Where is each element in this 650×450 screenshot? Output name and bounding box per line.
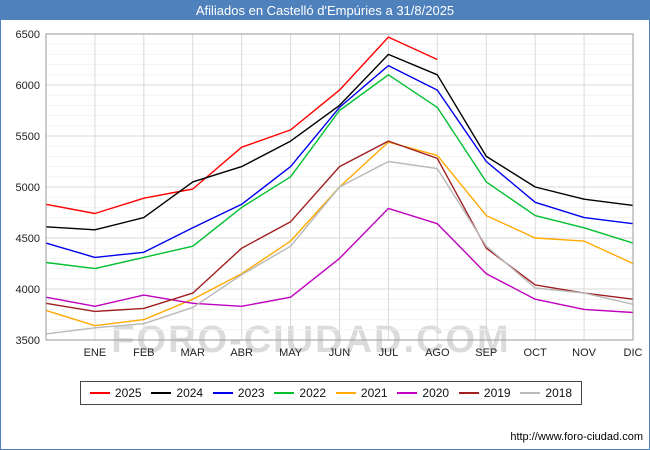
legend-label-2025: 2025 [114, 386, 142, 400]
svg-text:MAY: MAY [279, 347, 303, 359]
svg-text:5000: 5000 [16, 182, 40, 194]
legend-item-2020: 2020 [397, 386, 449, 400]
legend-item-2023: 2023 [212, 386, 265, 400]
title-bar: Afiliados en Castelló d'Empúries a 31/8/… [1, 1, 649, 20]
legend: 2025 2024 2023 2022 2021 2020 2019 2018 [80, 381, 582, 405]
legend-item-2022: 2022 [274, 386, 326, 400]
svg-text:ENE: ENE [84, 347, 107, 359]
svg-text:5500: 5500 [16, 131, 40, 143]
legend-item-2018: 2018 [520, 386, 572, 400]
svg-text:4500: 4500 [16, 233, 40, 245]
legend-item-2025: 2025 [89, 386, 142, 400]
legend-line-2025 [89, 392, 110, 394]
svg-text:AGO: AGO [425, 347, 450, 359]
svg-text:MAR: MAR [181, 347, 206, 359]
chart-area: 3500 4000 4500 5000 5500 6000 6500 ENE FEB MAR ABR… [1, 20, 649, 376]
svg-text:DIC: DIC [624, 347, 643, 359]
footer-link[interactable]: http://www.foro-ciudad.com [510, 431, 643, 443]
svg-text:SEP: SEP [475, 347, 497, 359]
legend-line-2021 [335, 392, 356, 394]
footer: http://www.foro-ciudad.com [510, 431, 643, 443]
legend-label-2022: 2022 [299, 386, 327, 400]
legend-item-2019: 2019 [458, 386, 511, 400]
svg-text:FEB: FEB [133, 347, 154, 359]
legend-label-2018: 2018 [545, 386, 573, 400]
svg-text:ABR: ABR [230, 347, 253, 359]
legend-label-2021: 2021 [360, 386, 388, 400]
legend-line-2020 [397, 392, 418, 394]
svg-text:3500: 3500 [16, 335, 40, 347]
svg-text:OCT: OCT [524, 347, 548, 359]
line-chart: 3500 4000 4500 5000 5500 6000 6500 ENE FEB MAR ABR… [16, 29, 643, 359]
svg-text:6000: 6000 [16, 80, 40, 92]
legend-label-2019: 2019 [483, 386, 511, 400]
legend-line-2024 [151, 392, 172, 394]
svg-text:NOV: NOV [572, 347, 597, 359]
svg-text:6500: 6500 [16, 29, 40, 41]
legend-line-2022 [274, 392, 295, 394]
legend-label-2023: 2023 [237, 386, 265, 400]
legend-item-2021: 2021 [335, 386, 388, 400]
legend-line-2018 [520, 392, 541, 394]
legend-label-2020: 2020 [422, 386, 450, 400]
legend-line-2019 [458, 392, 479, 394]
svg-text:JUN: JUN [329, 347, 350, 359]
legend-item-2024: 2024 [151, 386, 203, 400]
legend-label-2024: 2024 [176, 386, 204, 400]
chart-title: Afiliados en Castelló d'Empúries a 31/8/… [195, 3, 455, 18]
legend-line-2023 [212, 392, 233, 394]
svg-text:4000: 4000 [16, 284, 40, 296]
svg-text:JUL: JUL [379, 347, 399, 359]
